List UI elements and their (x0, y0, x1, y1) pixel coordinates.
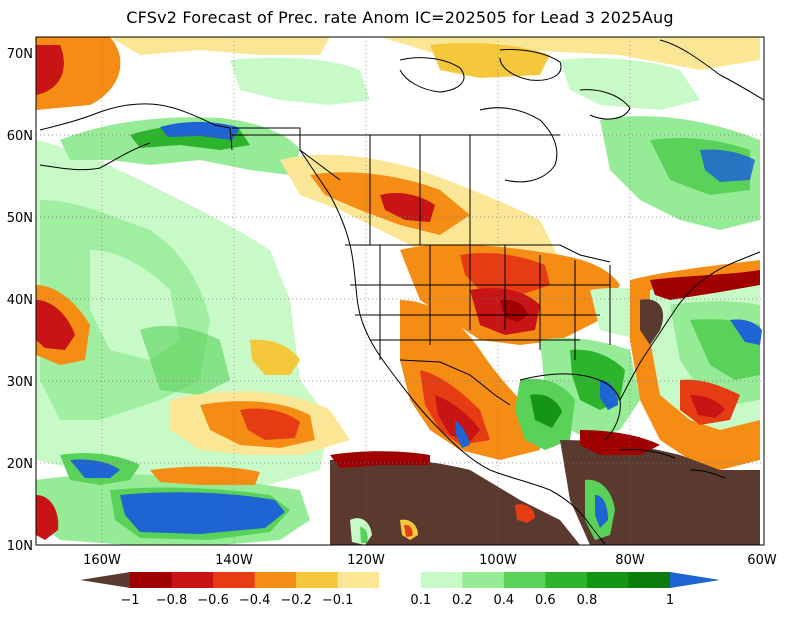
anomaly-field (36, 37, 762, 545)
colorbar-swatch (254, 572, 297, 588)
graticule (36, 37, 764, 545)
lat-label-60n: 60N (7, 129, 33, 144)
colorbar-swatch (586, 572, 629, 588)
colorbar-label: 0.4 (494, 593, 515, 608)
colorbar-swatch (420, 572, 463, 588)
colorbar-swatch (503, 572, 546, 588)
colorbar-label: 0.1 (410, 593, 431, 608)
colorbar-label: 1 (666, 593, 674, 608)
colorbar-label: 0.2 (452, 593, 473, 608)
lon-label-60w: 60W (747, 553, 777, 568)
map-frame (35, 36, 765, 546)
colorbar-swatch (213, 572, 256, 588)
colorbar-label: −0.4 (239, 593, 271, 608)
colorbar-swatch-low (80, 572, 130, 588)
lon-label-100w: 100W (479, 553, 517, 568)
lat-label-30n: 30N (7, 375, 33, 390)
colorbar-swatch (296, 572, 339, 588)
colorbar-label: −0.1 (322, 593, 354, 608)
longitude-labels: 160W 140W 120W 100W 80W 60W (83, 553, 777, 568)
colorbar-label: 0.8 (577, 593, 598, 608)
lat-label-10n: 10N (7, 539, 33, 554)
colorbar-swatch (462, 572, 505, 588)
map-title: CFSv2 Forecast of Prec. rate Anom IC=202… (126, 8, 674, 27)
coastlines (39, 39, 764, 545)
latitude-labels: 70N 60N 50N 40N 30N 20N 10N (7, 47, 33, 554)
lat-label-70n: 70N (7, 47, 33, 62)
colorbar-swatch (337, 572, 380, 588)
colorbar-swatch (379, 572, 422, 588)
lat-label-20n: 20N (7, 457, 33, 472)
colorbar: −1 −0.8 −0.6 −0.4 −0.2 −0.1 0.1 0.2 0.4 0.6 0.8 1 (80, 572, 720, 608)
colorbar-label: −0.8 (156, 593, 188, 608)
colorbar-swatch-high (670, 572, 720, 588)
colorbar-label: −0.2 (280, 593, 312, 608)
colorbar-label: −0.6 (197, 593, 229, 608)
lon-label-80w: 80W (615, 553, 645, 568)
lat-label-50n: 50N (7, 211, 33, 226)
lon-label-140w: 140W (215, 553, 253, 568)
lon-label-160w: 160W (83, 553, 121, 568)
colorbar-swatch (130, 572, 173, 588)
lat-label-40n: 40N (7, 293, 33, 308)
colorbar-swatch (628, 572, 671, 588)
colorbar-swatch (171, 572, 214, 588)
colorbar-label: 0.6 (535, 593, 556, 608)
lon-label-120w: 120W (347, 553, 385, 568)
colorbar-swatch (545, 572, 588, 588)
colorbar-label: −1 (120, 593, 139, 608)
